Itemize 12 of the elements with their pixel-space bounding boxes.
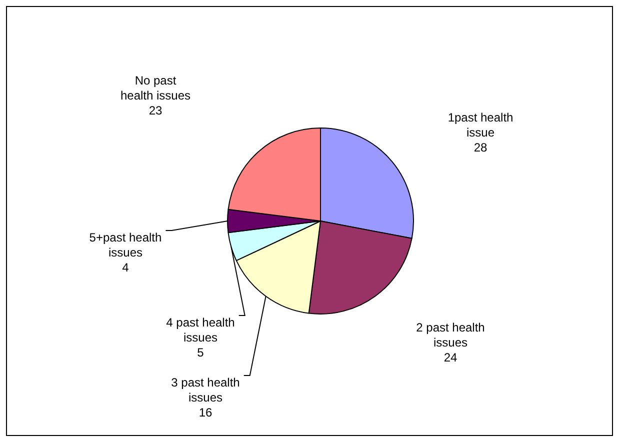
slice-label: 5+past health issues bbox=[89, 230, 162, 260]
slice-label: 4 past health issues bbox=[166, 315, 235, 344]
data-label: 23 bbox=[148, 103, 162, 118]
data-label: 5 bbox=[197, 345, 204, 360]
slice-label: 1past health issue bbox=[448, 110, 514, 140]
data-label: 24 bbox=[444, 350, 458, 364]
data-label: 4 bbox=[122, 260, 130, 274]
slice-label: No past health issues bbox=[120, 73, 191, 102]
slice-label: 2 past health issues bbox=[416, 320, 485, 350]
slice-label: 3 past health issues bbox=[171, 375, 240, 404]
data-label: 16 bbox=[198, 405, 212, 420]
data-label: 28 bbox=[474, 140, 488, 154]
